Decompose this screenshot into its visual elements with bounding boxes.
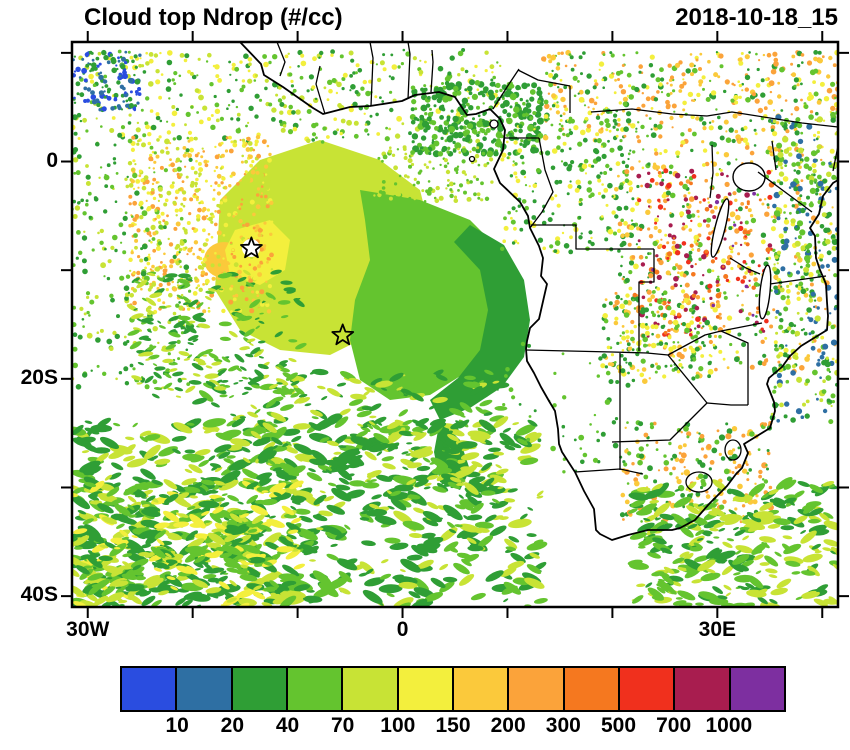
y-axis-label: 0 bbox=[46, 148, 58, 172]
country-border bbox=[667, 354, 708, 404]
country-border bbox=[706, 111, 838, 128]
colorbar-cell bbox=[453, 668, 510, 710]
map-layers bbox=[72, 42, 838, 607]
country-border bbox=[709, 144, 714, 199]
country-border bbox=[590, 108, 708, 117]
country-border bbox=[492, 68, 520, 110]
country-border bbox=[525, 349, 669, 356]
x-axis-label: 0 bbox=[396, 618, 409, 641]
colorbar-cell bbox=[619, 668, 676, 710]
plot-frame bbox=[70, 40, 840, 609]
colorbar-tick-label: 500 bbox=[600, 714, 637, 737]
x-axis-label: 30E bbox=[698, 618, 737, 641]
country-border bbox=[757, 171, 813, 213]
lake bbox=[732, 162, 766, 192]
country-border bbox=[729, 257, 761, 275]
star-marker bbox=[331, 323, 355, 346]
colorbar-cell bbox=[730, 668, 784, 710]
island bbox=[489, 119, 499, 129]
speckle-region-southern-ocean bbox=[72, 416, 548, 607]
star-marker bbox=[240, 236, 263, 259]
colorbar-cell bbox=[675, 668, 731, 710]
colorbar-tick-label: 40 bbox=[275, 714, 300, 737]
colorbar-tick-label: 20 bbox=[220, 714, 245, 737]
colorbar-cell bbox=[343, 668, 399, 710]
colorbar-cell bbox=[177, 668, 233, 710]
colorbar-cell bbox=[564, 668, 620, 710]
country-border bbox=[611, 402, 708, 443]
y-axis-label: 20S bbox=[20, 365, 58, 389]
country-border bbox=[720, 322, 763, 332]
country-border bbox=[769, 275, 827, 285]
field-blob bbox=[430, 225, 530, 420]
speckle-region-topleft-blue bbox=[72, 49, 142, 113]
country-border bbox=[724, 439, 742, 461]
country-border bbox=[430, 49, 434, 93]
colorbar-cell bbox=[232, 668, 288, 710]
colorbar-tick-label: 300 bbox=[545, 714, 581, 737]
speckle-region-east-purple bbox=[651, 191, 759, 334]
plot-title: Cloud top Ndrop (#/cc) bbox=[84, 4, 343, 31]
country-border bbox=[531, 224, 654, 250]
colorbar-cell bbox=[398, 668, 454, 710]
speckle-region-nw-gold-stipple bbox=[127, 134, 274, 315]
country-border bbox=[369, 42, 374, 107]
speckle-region-bottomleft-dense bbox=[72, 478, 311, 607]
colorbar-tick-label: 70 bbox=[330, 714, 355, 737]
colorbar-cell bbox=[287, 668, 344, 710]
island bbox=[468, 155, 476, 163]
speckle-region-deck-ne-halo bbox=[373, 145, 494, 204]
country-border bbox=[276, 42, 286, 77]
colorbar-tick-label: 10 bbox=[165, 714, 189, 737]
country-border bbox=[706, 402, 748, 406]
speckle-region-bottom-right bbox=[627, 477, 838, 607]
speckle-region-zambezi-gold bbox=[600, 294, 714, 385]
country-border bbox=[771, 140, 777, 171]
country-border bbox=[517, 69, 571, 87]
colorbar-tick-label: 100 bbox=[380, 714, 416, 737]
colorbar bbox=[120, 666, 786, 712]
speckle-region-namibia-sparse bbox=[501, 341, 633, 474]
x-axis-label: 30W bbox=[66, 618, 110, 641]
country-border bbox=[407, 42, 411, 100]
colorbar-cell bbox=[509, 668, 565, 710]
country-border bbox=[574, 468, 644, 475]
speckle-region-gulf-dense bbox=[409, 79, 544, 158]
colorbar-tick-label: 150 bbox=[435, 714, 471, 737]
lake bbox=[710, 198, 730, 258]
country-border bbox=[529, 137, 554, 229]
speckle-region-right-edge-green bbox=[769, 114, 838, 425]
colorbar-tick-label: 700 bbox=[656, 714, 692, 737]
speckle-region-left-green bbox=[72, 135, 193, 390]
country-border bbox=[638, 249, 655, 351]
country-border bbox=[315, 65, 326, 115]
coastline bbox=[239, 42, 838, 541]
colorbar-tick-label: 200 bbox=[490, 714, 526, 737]
country-border bbox=[720, 330, 749, 405]
plot-datetime: 2018-10-18_15 bbox=[675, 4, 838, 31]
country-border bbox=[685, 471, 713, 493]
colorbar-cell bbox=[122, 668, 178, 710]
y-axis-label: 40S bbox=[20, 582, 58, 606]
lake bbox=[758, 264, 772, 320]
speckle-region-deck-sw-halo bbox=[126, 269, 307, 399]
colorbar-tick-label: 1000 bbox=[705, 714, 753, 737]
country-border bbox=[667, 330, 722, 356]
speckle-region-sahel-east bbox=[541, 49, 838, 144]
